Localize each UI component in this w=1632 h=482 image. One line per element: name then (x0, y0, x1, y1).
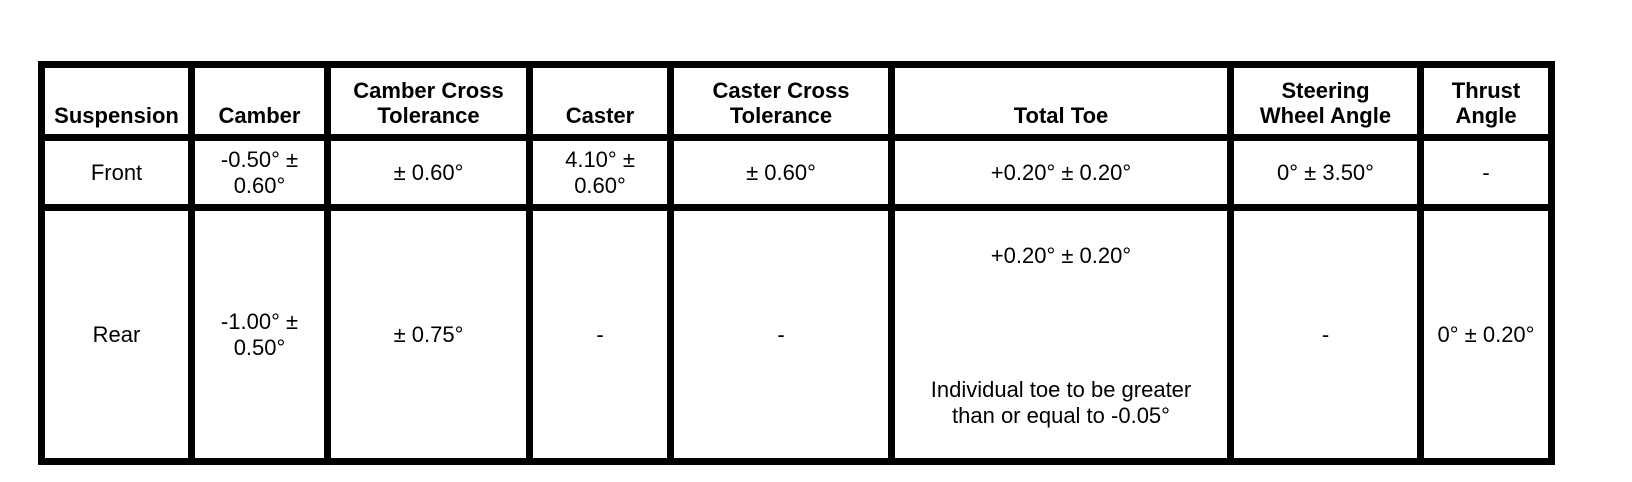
header-caster: Caster (526, 61, 674, 141)
header-caster-cross-tolerance: Caster Cross Tolerance (667, 61, 895, 141)
header-camber-cross-tolerance: Camber Cross Tolerance (324, 61, 533, 141)
cell-front-caster: 4.10° ± 0.60° (526, 134, 674, 211)
cell-front-caster-cross-tolerance: ± 0.60° (667, 134, 895, 211)
cell-rear-steering-wheel-angle: - (1227, 203, 1424, 466)
cell-rear-camber: -1.00° ± 0.50° (188, 203, 331, 466)
cell-front-suspension: Front (38, 134, 195, 211)
table-row-rear: Rear -1.00° ± 0.50° ± 0.75° - - +0.20° ±… (38, 203, 1555, 466)
header-suspension: Suspension (38, 61, 195, 141)
header-camber: Camber (188, 61, 331, 141)
cell-rear-caster-cross-tolerance: - (667, 203, 895, 466)
cell-front-thrust-angle: - (1417, 134, 1555, 211)
rear-total-toe-note: Individual toe to be greater than or equ… (930, 377, 1192, 428)
cell-front-camber: -0.50° ± 0.60° (188, 134, 331, 211)
cell-front-total-toe: +0.20° ± 0.20° (888, 134, 1234, 211)
header-steering-wheel-angle: Steering Wheel Angle (1227, 61, 1424, 141)
cell-front-steering-wheel-angle: 0° ± 3.50° (1227, 134, 1424, 211)
header-row: Suspension Camber Camber Cross Tolerance… (38, 61, 1555, 141)
cell-rear-suspension: Rear (38, 203, 195, 466)
rear-total-toe-content: +0.20° ± 0.20° Individual toe to be grea… (898, 237, 1224, 433)
cell-rear-total-toe: +0.20° ± 0.20° Individual toe to be grea… (888, 203, 1234, 466)
cell-rear-thrust-angle: 0° ± 0.20° (1417, 203, 1555, 466)
alignment-spec-table: Suspension Camber Camber Cross Tolerance… (38, 61, 1555, 466)
rear-total-toe-value: +0.20° ± 0.20° (990, 242, 1132, 268)
header-total-toe: Total Toe (888, 61, 1234, 141)
header-thrust-angle: Thrust Angle (1417, 61, 1555, 141)
table-row-front: Front -0.50° ± 0.60° ± 0.60° 4.10° ± 0.6… (38, 134, 1555, 211)
cell-rear-caster: - (526, 203, 674, 466)
cell-rear-camber-cross-tolerance: ± 0.75° (324, 203, 533, 466)
cell-front-camber-cross-tolerance: ± 0.60° (324, 134, 533, 211)
